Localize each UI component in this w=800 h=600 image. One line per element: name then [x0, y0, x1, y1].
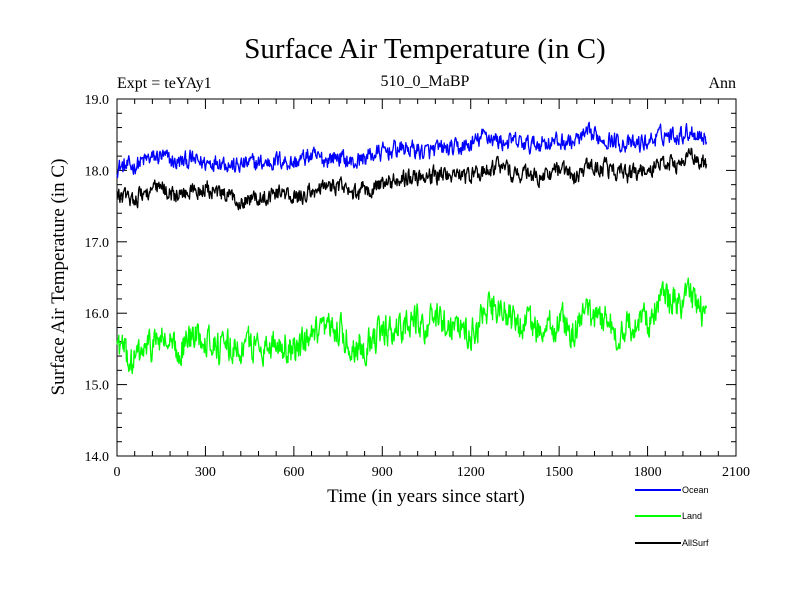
series-line-land: [116, 277, 708, 375]
x-tick-label: 2100: [722, 465, 750, 480]
y-tick-label: 16.0: [85, 307, 110, 322]
series-line-allsurf: [116, 147, 708, 211]
y-tick-label: 19.0: [85, 93, 110, 108]
y-tick-label: 17.0: [85, 236, 110, 251]
x-tick-label: 300: [195, 465, 216, 480]
subtitle-left: Expt = teYAy1: [117, 75, 212, 92]
y-tick-label: 14.0: [85, 450, 110, 465]
axis-ticks: 0 300 600 900 1200 1500 1800 2100 14.0 15.0 16.0 17…: [85, 93, 751, 480]
x-tick-label: 900: [372, 465, 393, 480]
legend: Ocean Land AllSurf: [635, 485, 709, 548]
plot-frame: [116, 98, 737, 457]
x-tick-label: 600: [283, 465, 304, 480]
subtitle-right: Ann: [708, 75, 736, 92]
x-tick-label: 1200: [457, 465, 485, 480]
series-lines: [116, 121, 708, 375]
x-tick-label: 0: [114, 465, 121, 480]
series-line-ocean: [116, 121, 708, 179]
chart-title: Surface Air Temperature (in C): [244, 33, 605, 65]
y-tick-label: 15.0: [85, 379, 110, 394]
legend-label-ocean: Ocean: [682, 485, 709, 495]
y-tick-label: 18.0: [85, 164, 110, 179]
legend-label-allsurf: AllSurf: [682, 538, 709, 548]
y-axis-label: Surface Air Temperature (in C): [48, 159, 69, 396]
x-axis-label: Time (in years since start): [327, 486, 525, 507]
x-tick-label: 1800: [634, 465, 662, 480]
legend-label-land: Land: [682, 511, 702, 521]
x-tick-label: 1500: [545, 465, 573, 480]
subtitle-center: 510_0_MaBP: [381, 73, 470, 90]
